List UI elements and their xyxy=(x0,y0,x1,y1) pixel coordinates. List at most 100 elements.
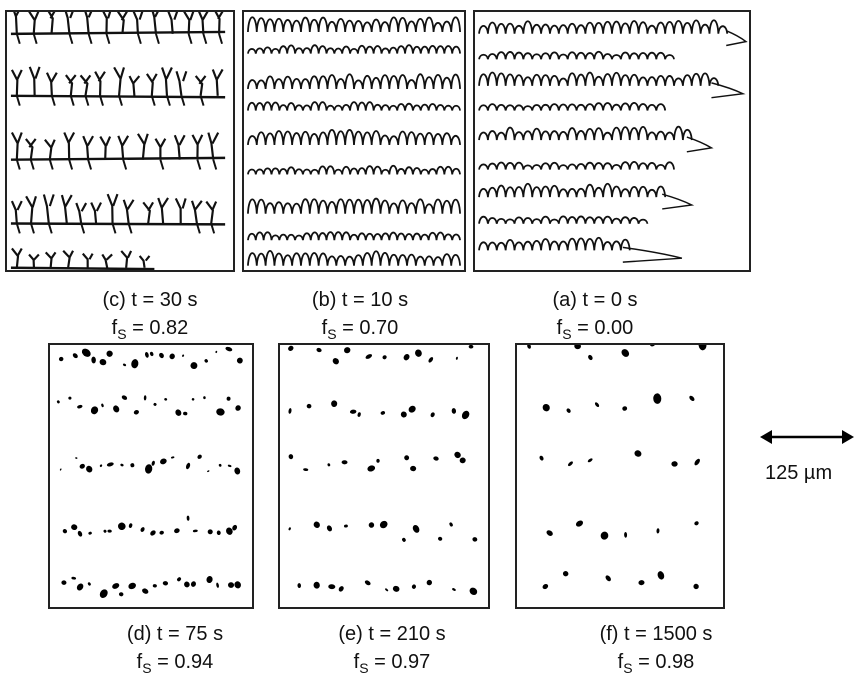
dendrite-trunk xyxy=(10,156,226,161)
solid-fragment xyxy=(77,530,83,537)
dendrite-branch xyxy=(10,200,23,224)
solid-fragment xyxy=(236,357,243,364)
solid-fragment xyxy=(455,356,458,360)
solid-fragment xyxy=(338,586,344,592)
dendrite-branch xyxy=(50,95,56,106)
solid-fragment xyxy=(306,403,312,409)
solid-fragment xyxy=(159,530,164,535)
caption-c-time: (c) t = 30 s xyxy=(102,289,198,311)
solid-fragment xyxy=(128,582,136,590)
caption-a: (a) t = 0 s fS = 0.00 xyxy=(515,286,675,348)
solid-fragment xyxy=(142,588,149,594)
cell-row xyxy=(478,71,720,86)
solid-fragment xyxy=(380,411,386,415)
solid-fragment xyxy=(382,355,387,360)
solid-fragment xyxy=(332,358,339,365)
solid-fragment xyxy=(574,345,581,350)
solid-fragment xyxy=(144,464,153,474)
dendrite-branch xyxy=(157,197,169,224)
solid-fragment xyxy=(385,588,389,592)
solid-fragment xyxy=(56,400,60,404)
solid-fragment xyxy=(288,527,291,531)
solid-fragment xyxy=(117,522,126,531)
dendrite-branch xyxy=(25,195,37,224)
solid-fragment xyxy=(90,406,99,415)
solid-fragment xyxy=(400,411,407,418)
solid-fragment xyxy=(326,525,332,532)
dendrite-branch xyxy=(173,134,186,160)
solid-fragment xyxy=(437,536,443,541)
panel-b-drawing xyxy=(247,16,461,266)
solid-fragment xyxy=(451,408,457,414)
solid-fragment xyxy=(120,463,124,467)
solid-fragment xyxy=(288,454,294,460)
cell-row xyxy=(247,231,461,241)
panel-e-drawing xyxy=(288,345,478,595)
dendrite-branch xyxy=(218,33,223,45)
dendrite-branch xyxy=(10,131,23,160)
dendrite-branch xyxy=(45,72,58,96)
cell-row xyxy=(247,197,461,214)
dendrite-branch xyxy=(105,33,111,45)
solid-fragment xyxy=(303,468,309,472)
cell-row xyxy=(478,50,675,60)
solid-fragment xyxy=(190,581,196,587)
dendrite-branch xyxy=(159,159,165,170)
dendrite-branch xyxy=(187,33,193,45)
caption-e-fs: fS = 0.97 xyxy=(353,651,431,676)
solid-fragment xyxy=(412,524,420,533)
solid-fragment xyxy=(694,458,700,466)
solid-fragment xyxy=(693,583,699,590)
solid-fragment xyxy=(121,395,128,400)
solid-fragment xyxy=(225,346,233,352)
solid-fragment xyxy=(313,521,320,528)
solid-fragment xyxy=(169,353,175,360)
dendrite-branch xyxy=(15,33,21,45)
solid-fragment xyxy=(638,580,645,586)
solid-fragment xyxy=(657,571,665,580)
dendrite-branch xyxy=(11,247,23,268)
solid-fragment xyxy=(415,349,422,357)
dendrite-branch xyxy=(13,12,20,34)
solid-fragment xyxy=(357,412,361,417)
solid-fragment xyxy=(150,530,156,536)
caption-f: (f) t = 1500 s fS = 0.98 xyxy=(576,620,736,682)
dendrite-tip xyxy=(711,82,746,99)
cell-row xyxy=(247,164,461,175)
dendrite-branch xyxy=(127,223,133,234)
dendrite-branch xyxy=(120,250,133,268)
dendrite-branch xyxy=(15,159,21,170)
solid-fragment xyxy=(99,359,107,366)
dendrite-branch xyxy=(81,252,94,268)
panel-f xyxy=(515,343,725,609)
solid-fragment xyxy=(101,403,104,408)
solid-fragment xyxy=(452,588,456,591)
solid-fragment xyxy=(605,575,611,582)
solid-fragment xyxy=(106,350,113,357)
solid-fragment xyxy=(68,396,72,400)
dendrite-branch xyxy=(151,12,159,35)
solid-fragment xyxy=(367,465,376,472)
dendrite-branch xyxy=(180,95,186,106)
solid-fragment xyxy=(128,523,133,528)
solid-fragment xyxy=(131,359,139,369)
dendrite-branch xyxy=(25,138,37,160)
cell-row xyxy=(247,16,461,33)
solid-fragment xyxy=(192,529,198,533)
solid-fragment xyxy=(72,353,78,359)
solid-fragment xyxy=(75,457,78,459)
caption-d-fs: fS = 0.94 xyxy=(136,651,214,676)
scale-bar-label: 125 µm xyxy=(765,462,833,484)
dendrite-branch xyxy=(15,95,21,106)
dendrite-branch xyxy=(63,131,76,160)
dendrite-branch xyxy=(87,33,93,45)
dendrite-branch xyxy=(90,202,102,224)
dendrite-branch xyxy=(30,223,35,234)
solid-fragment xyxy=(472,537,478,542)
solid-fragment xyxy=(227,464,232,468)
solid-fragment xyxy=(186,515,190,521)
solid-fragment xyxy=(539,455,544,461)
dendrite-branch xyxy=(138,255,151,268)
solid-fragment xyxy=(88,531,92,535)
solid-fragment xyxy=(288,345,294,351)
